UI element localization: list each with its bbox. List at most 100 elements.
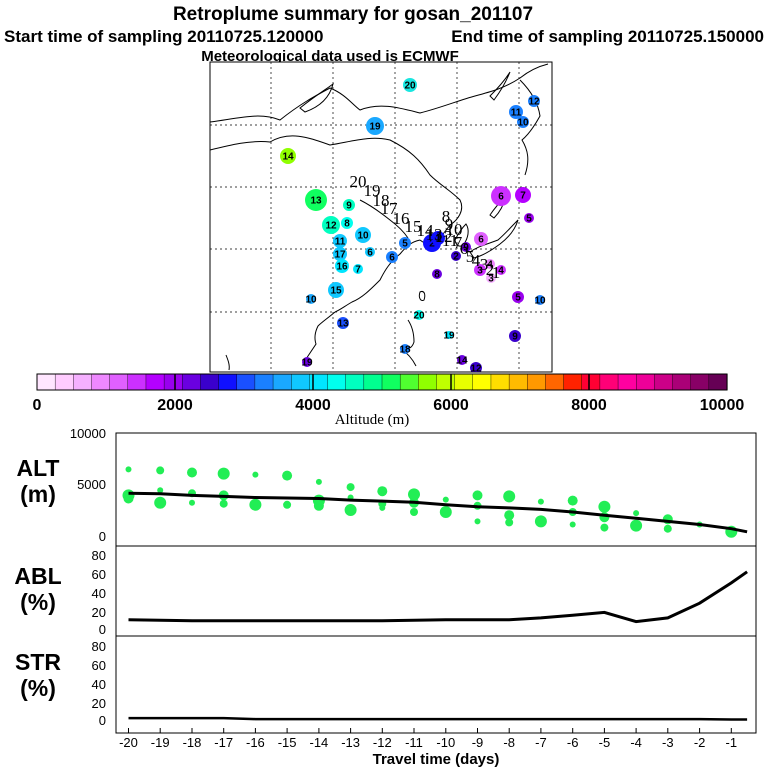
map-point-label: 3 — [488, 274, 494, 285]
map-point: 13 — [337, 317, 349, 330]
colorbar-cell — [182, 373, 202, 391]
colorbar-cell — [381, 373, 401, 391]
met-data-note: Meteorological data used is ECMWF — [201, 48, 459, 65]
map-point: 11 — [509, 105, 523, 119]
abl-ytick: 40 — [92, 586, 106, 601]
end-time: End time of sampling 20110725.150000 — [451, 27, 764, 46]
alt-scatter-point — [663, 524, 672, 533]
alt-scatter-point — [252, 471, 259, 478]
map-point-dot — [403, 78, 417, 92]
alt-scatter-point — [600, 523, 609, 532]
map-point: 9 — [343, 199, 355, 212]
x-tick-label: -16 — [246, 735, 265, 750]
panels-frame — [115, 432, 757, 734]
map-point-dot — [474, 232, 488, 246]
alt-scatter-point — [157, 487, 164, 494]
map-point: 10 — [517, 116, 529, 129]
map-point-label: 5 — [526, 214, 532, 225]
map-point-label: 18 — [399, 345, 411, 356]
alt-ytick: 5000 — [77, 477, 106, 492]
map-point: 6 — [386, 251, 398, 264]
map-point-label: 8 — [434, 270, 440, 281]
map-point-label: 10 — [305, 295, 317, 306]
map-path-label: 13 — [426, 225, 443, 244]
map-point-dot — [515, 187, 531, 203]
colorbar-cell — [545, 373, 565, 391]
map-point-label: 10 — [357, 231, 369, 242]
map-point: 8 — [432, 269, 442, 281]
x-tick-label: -20 — [119, 735, 138, 750]
map-point: 10 — [355, 227, 371, 243]
map-point-dot — [491, 186, 511, 206]
map-point: 13 — [305, 189, 327, 211]
map-path-label: 8 — [442, 207, 451, 226]
str-ytick: 80 — [92, 639, 106, 654]
map-path-label: 11 — [442, 231, 458, 250]
start-time: Start time of sampling 20110725.120000 — [4, 27, 323, 46]
map-point-dot — [335, 259, 349, 273]
map-path-label: 1 — [492, 263, 501, 282]
colorbar-tick: 6000 — [433, 397, 469, 414]
map-point-label: 15 — [330, 286, 342, 297]
map-point-label: 9 — [512, 332, 518, 343]
map-point: 20 — [403, 78, 417, 92]
map-point-dot — [366, 117, 384, 135]
map-point-dot — [400, 344, 410, 354]
abl-unit: (%) — [20, 589, 56, 615]
x-tick-label: -6 — [567, 735, 579, 750]
map-point: 16 — [335, 259, 349, 273]
colorbar-cell — [272, 373, 292, 391]
map-point: 9 — [509, 330, 521, 343]
map-point: 8 — [341, 217, 353, 230]
map-point-label: 10 — [517, 118, 529, 129]
map-point: 5 — [512, 291, 524, 304]
map-point: 6 — [365, 247, 375, 259]
map-point-dot — [386, 251, 398, 263]
colorbar-cell — [254, 373, 274, 391]
map-path-label: 6 — [460, 239, 469, 258]
x-tick-label: -17 — [214, 735, 233, 750]
map-point-label: 5 — [515, 293, 521, 304]
map-point-label: 14 — [282, 152, 294, 163]
map-path-label: 18 — [373, 191, 390, 210]
x-tick-label: -14 — [310, 735, 329, 750]
alt-scatter-point — [315, 478, 322, 485]
colorbar-cell — [327, 373, 347, 391]
map-point-label: 12 — [470, 364, 482, 375]
alt-scatter-point — [537, 498, 544, 505]
map-point: 5 — [524, 213, 534, 225]
map-point: 7 — [515, 187, 531, 203]
map-path-label: 10 — [446, 220, 463, 239]
map-point-dot — [517, 116, 529, 128]
alt-label: ALT — [16, 455, 59, 481]
map-point-dot — [445, 331, 453, 339]
colorbar-major-ticks — [174, 374, 590, 390]
map-path-label: 5 — [466, 247, 475, 266]
abl-label: ABL — [14, 563, 61, 589]
map-point-label: 10 — [534, 296, 546, 307]
alt-scatter-point — [408, 488, 420, 501]
str-ytick: 60 — [92, 658, 106, 673]
map-point-dot — [306, 294, 316, 304]
colorbar-tick: 10000 — [700, 397, 745, 414]
map-path-label: 16 — [393, 209, 410, 228]
colorbar-cell — [109, 373, 129, 391]
colorbar-cell — [490, 373, 510, 391]
alt-scatter-point — [410, 508, 418, 516]
map-point-dot — [353, 264, 363, 274]
map-point-dot — [399, 237, 411, 249]
map-point-label: 3 — [477, 266, 483, 277]
map-point: 14 — [280, 148, 296, 164]
alt-scatter-point — [503, 490, 516, 503]
map-path-label: 4 — [472, 251, 481, 270]
map-point-label: 11 — [335, 237, 346, 248]
map-point-dot — [535, 295, 545, 305]
colorbar-tick: 4000 — [295, 397, 331, 414]
map-point: 4 — [485, 259, 495, 271]
map-point: 4 — [496, 265, 506, 277]
x-tick-label: -11 — [405, 735, 423, 750]
alt-scatter-point — [344, 504, 357, 516]
map-point: 3 — [474, 264, 486, 277]
alt-scatter-point — [123, 493, 134, 504]
